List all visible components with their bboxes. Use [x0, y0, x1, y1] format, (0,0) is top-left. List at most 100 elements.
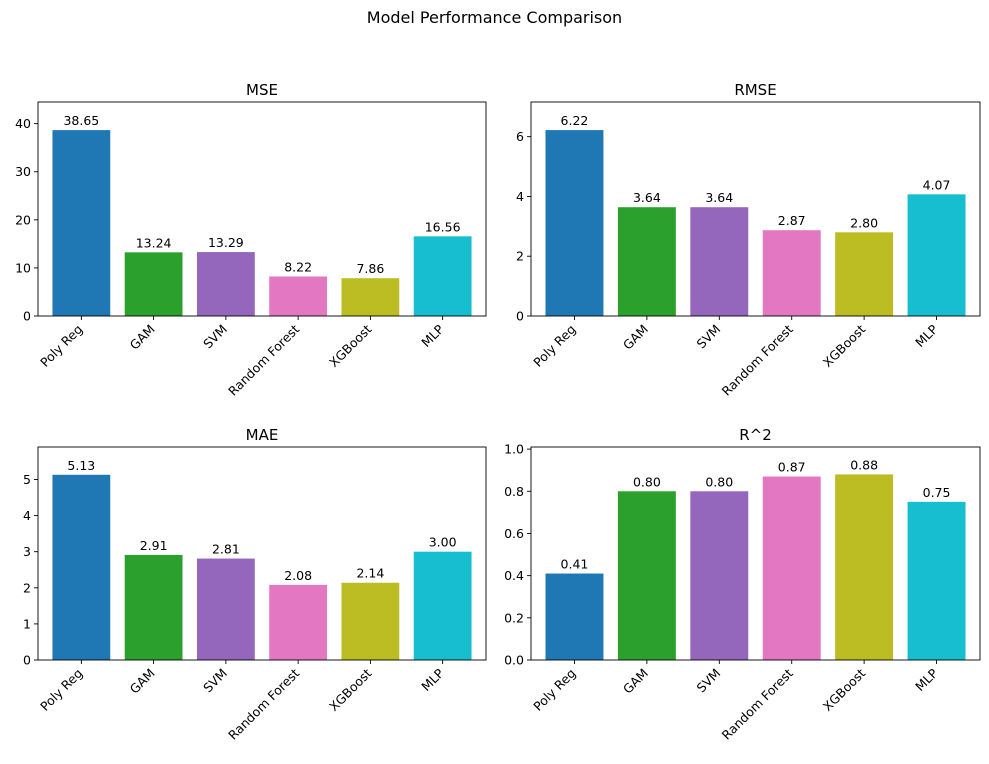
xtick-label-rmse-4: XGBoost — [820, 321, 869, 370]
bar-mse-0 — [52, 130, 111, 316]
bar-rmse-3 — [762, 230, 821, 316]
xtick-label-r2-3: Random Forest — [719, 665, 796, 742]
bar-mae-3 — [269, 584, 328, 660]
data-label-r2-3: 0.87 — [778, 460, 806, 475]
data-label-mse-1: 13.24 — [136, 235, 172, 250]
ytick-label-rmse-0: 0 — [516, 309, 524, 324]
xtick-label-mae-5: MLP — [418, 665, 447, 694]
data-label-r2-2: 0.80 — [705, 474, 733, 489]
ytick-label-r2-5: 1.0 — [504, 442, 524, 457]
ytick-label-mae-3: 3 — [23, 544, 31, 559]
bar-mae-5 — [413, 551, 472, 660]
xtick-label-mse-3: Random Forest — [225, 321, 302, 398]
ytick-label-mae-5: 5 — [23, 472, 31, 487]
ytick-label-rmse-1: 2 — [516, 249, 524, 264]
xtick-label-mse-1: GAM — [127, 322, 158, 353]
xtick-label-r2-5: MLP — [912, 665, 941, 694]
subplot-title-mae: MAE — [246, 426, 279, 444]
bar-mae-2 — [196, 558, 255, 660]
xtick-label-r2-2: SVM — [694, 666, 724, 696]
data-label-mae-4: 2.14 — [356, 566, 384, 581]
xtick-label-mse-0: Poly Reg — [37, 322, 85, 370]
ytick-label-mse-3: 30 — [15, 164, 31, 179]
panel-rmse: RMSE 6.22 3.64 3.64 2.87 2.80 4.07 0 2 4 6 Poly Reg… — [516, 81, 981, 399]
ytick-label-mae-1: 1 — [23, 616, 31, 631]
data-label-r2-0: 0.41 — [561, 557, 589, 572]
xtick-label-mse-2: SVM — [200, 322, 230, 352]
ytick-label-mse-4: 40 — [15, 116, 31, 131]
data-label-mse-4: 7.86 — [356, 261, 384, 276]
bar-mse-3 — [269, 276, 328, 316]
ytick-label-r2-1: 0.2 — [504, 610, 524, 625]
ytick-label-mae-2: 2 — [23, 580, 31, 595]
bar-r2-5 — [907, 501, 966, 660]
data-label-rmse-2: 3.64 — [705, 190, 733, 205]
ytick-label-mse-0: 0 — [23, 309, 31, 324]
xtick-label-r2-4: XGBoost — [820, 665, 869, 714]
xtick-label-mse-4: XGBoost — [326, 321, 375, 370]
bar-mse-5 — [413, 236, 472, 316]
axes-frame-mae — [37, 446, 487, 661]
data-label-mae-0: 5.13 — [67, 458, 95, 473]
axes-frame-r2 — [530, 446, 981, 661]
bar-r2-3 — [762, 476, 821, 660]
bar-r2-1 — [617, 491, 676, 660]
ytick-label-r2-4: 0.8 — [504, 484, 524, 499]
xtick-label-rmse-3: Random Forest — [719, 321, 796, 398]
xtick-label-rmse-1: GAM — [620, 322, 651, 353]
ytick-label-r2-3: 0.6 — [504, 526, 524, 541]
xtick-label-rmse-2: SVM — [694, 322, 724, 352]
xtick-label-mae-1: GAM — [127, 666, 158, 697]
xtick-label-mae-0: Poly Reg — [37, 666, 85, 714]
figure-title: Model Performance Comparison — [366, 8, 623, 27]
xtick-label-r2-0: Poly Reg — [530, 666, 578, 714]
ytick-label-mse-2: 20 — [15, 212, 31, 227]
xtick-label-r2-1: GAM — [620, 666, 651, 697]
bar-rmse-0 — [545, 130, 604, 316]
xtick-label-mae-4: XGBoost — [326, 665, 375, 714]
panel-mae: MAE 5.13 2.91 2.81 2.08 2.14 3.00 0 1 2 3 4 5 Poly Re… — [23, 426, 487, 743]
bar-rmse-5 — [907, 194, 966, 316]
xtick-label-mse-5: MLP — [418, 321, 447, 350]
data-label-rmse-3: 2.87 — [778, 213, 806, 228]
bar-r2-0 — [545, 573, 604, 660]
bar-mae-1 — [124, 554, 183, 660]
xtick-label-mae-2: SVM — [200, 666, 230, 696]
bar-r2-2 — [690, 491, 749, 660]
bar-rmse-1 — [617, 207, 676, 316]
data-label-mse-0: 38.65 — [63, 113, 99, 128]
axes-frame-mse — [37, 101, 487, 317]
data-label-r2-4: 0.88 — [850, 457, 878, 472]
data-label-r2-1: 0.80 — [633, 474, 661, 489]
bar-mse-2 — [196, 252, 255, 316]
data-label-r2-5: 0.75 — [923, 485, 951, 500]
bar-rmse-2 — [690, 207, 749, 316]
data-label-mae-3: 2.08 — [284, 568, 312, 583]
data-label-mae-5: 3.00 — [429, 535, 457, 550]
ytick-label-mse-1: 10 — [15, 260, 31, 275]
bar-mae-4 — [341, 582, 400, 660]
bar-mae-0 — [52, 474, 111, 660]
bar-rmse-4 — [835, 232, 894, 316]
xtick-label-mae-3: Random Forest — [225, 665, 302, 742]
ytick-label-mae-4: 4 — [23, 508, 31, 523]
data-label-rmse-1: 3.64 — [633, 190, 661, 205]
ytick-label-rmse-2: 4 — [516, 189, 524, 204]
data-label-mse-3: 8.22 — [284, 259, 312, 274]
xtick-label-rmse-5: MLP — [912, 321, 941, 350]
data-label-rmse-5: 4.07 — [923, 177, 951, 192]
ytick-label-mae-0: 0 — [23, 653, 31, 668]
bar-mse-1 — [124, 252, 183, 316]
data-label-rmse-4: 2.80 — [850, 215, 878, 230]
panel-mse: MSE 38.65 13.24 13.29 8.22 7.86 16.56 0 10 20 30 40… — [15, 81, 487, 399]
xtick-label-rmse-0: Poly Reg — [530, 322, 578, 370]
subplot-title-rmse: RMSE — [734, 81, 776, 99]
data-label-rmse-0: 6.22 — [561, 113, 589, 128]
ytick-label-r2-0: 0.0 — [504, 653, 524, 668]
subplot-title-mse: MSE — [246, 81, 278, 99]
axes-frame-rmse — [530, 101, 981, 317]
panel-r2: R^2 0.41 0.80 0.80 0.87 0.88 0.75 0.0 0.2 0.4 0.6 0… — [504, 426, 981, 743]
ytick-label-rmse-3: 6 — [516, 129, 524, 144]
data-label-mse-2: 13.29 — [208, 235, 244, 250]
